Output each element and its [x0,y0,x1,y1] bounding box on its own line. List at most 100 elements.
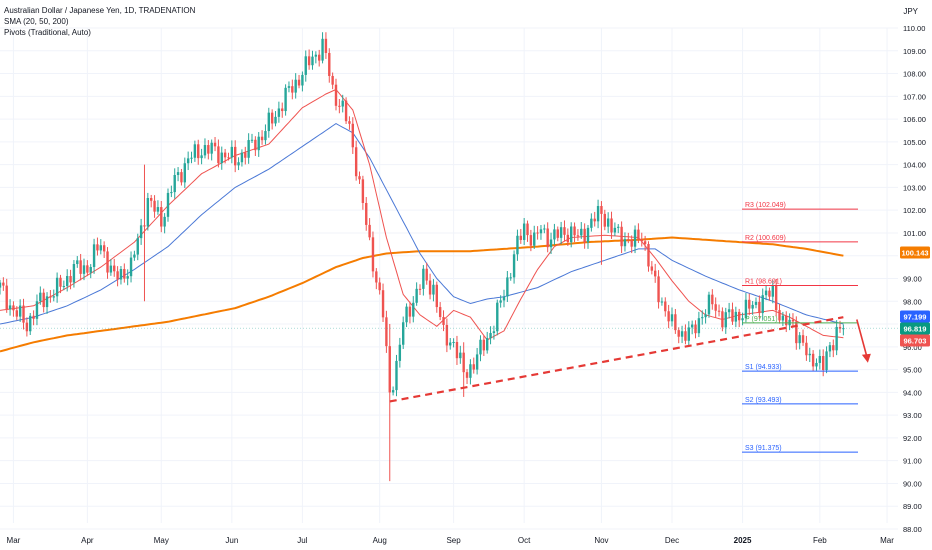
candle-body [287,86,291,88]
candle-body [247,140,250,158]
candle-body [731,309,734,322]
candle-body [643,241,647,245]
candle-body [15,310,18,317]
candle-body [600,206,603,214]
candle-body [459,352,462,359]
candle-body [748,299,751,309]
candle-body [660,301,664,303]
y-tick-label: 90.00 [903,479,922,488]
candle-body [593,218,596,222]
candle-body [415,288,418,303]
candle-body [492,331,496,334]
candle-body [254,139,257,151]
candle-body [754,301,758,305]
candle-body [193,144,197,158]
candle-body [822,356,825,371]
candle-body [190,157,193,159]
candle-body [805,342,808,356]
candle-body [220,152,223,164]
symbol-title[interactable]: Australian Dollar / Japanese Yen, 1D, TR… [4,6,196,15]
candle-body [828,345,832,352]
y-tick-label: 95.00 [903,366,922,375]
candle-body [217,146,220,164]
candle-body [274,116,277,124]
y-tick-label: 94.00 [903,388,922,397]
candle-body [620,226,623,247]
candle-body [543,228,546,230]
candle-body [2,282,5,286]
candle-body [832,345,835,351]
candle-body [109,265,113,273]
candle-body [727,309,731,313]
candle-body [502,296,506,301]
candle-body [378,282,381,291]
candle-body [694,324,697,334]
pivot-label-p: P (97.051) [745,316,778,323]
candle-body [721,311,724,328]
candle-body [539,229,543,234]
candle-body [428,280,432,295]
candle-body [580,228,583,236]
y-tick-label: 102.00 [903,206,926,215]
candle-body [203,145,207,156]
candle-body [627,239,630,241]
candle-body [381,290,385,318]
candle-body [8,305,12,310]
x-tick-label: Feb [813,536,827,545]
candle-body [791,319,795,322]
candle-body [66,276,69,287]
x-tick-label: Dec [665,536,679,545]
y-tick-label: 92.00 [903,434,922,443]
candle-body [270,112,274,124]
candle-body [405,306,408,323]
candle-body [674,314,677,331]
price-axis[interactable]: 110.00 109.00 108.00 107.00 106.00 105.00 104.… [903,24,926,534]
candle-body [79,260,82,274]
candle-body [472,364,475,370]
candle-body [536,232,539,234]
x-tick-label: Sep [446,536,461,545]
y-tick-label: 98.00 [903,297,922,306]
candle-body [512,254,516,278]
candle-body [445,324,449,346]
candle-body [744,299,748,319]
candle-body [785,315,788,326]
down-arrow-shaft [856,319,868,357]
candle-body [570,226,573,243]
candle-body [348,121,351,124]
candle-body [186,158,190,164]
candle-body [237,162,240,166]
candle-body [506,277,509,297]
candle-body [432,284,435,295]
candle-body [39,292,42,302]
candle-body [529,235,533,246]
sma200-layer [0,236,844,353]
candle-body [331,75,334,85]
candle-body [170,192,173,194]
candle-body [18,305,22,317]
candle-body [102,245,106,252]
candle-body [156,207,160,212]
candle-body [701,317,704,319]
y-tick-label: 108.00 [903,70,926,79]
candle-body [136,238,139,255]
sma-indicator-label[interactable]: SMA (20, 50, 200) [4,17,69,26]
candle-body [391,390,395,393]
sma50-layer [0,123,844,325]
sma-200-line [0,236,844,353]
price-tag-sma50 [900,310,930,323]
time-axis[interactable]: Mar Apr May Jun Jul Aug Sep Oct Nov Dec 2025 Feb Mar [7,536,895,545]
candle-body [324,38,328,53]
candle-body [398,344,402,361]
candle-body [267,112,270,132]
candle-body [774,285,778,311]
candle-body [35,301,39,319]
candle-body [301,74,304,86]
pivots-indicator-label[interactable]: Pivots (Traditional, Auto) [4,28,91,37]
candle-body [173,175,176,193]
candle-body [62,286,66,288]
candle-body [633,229,637,247]
